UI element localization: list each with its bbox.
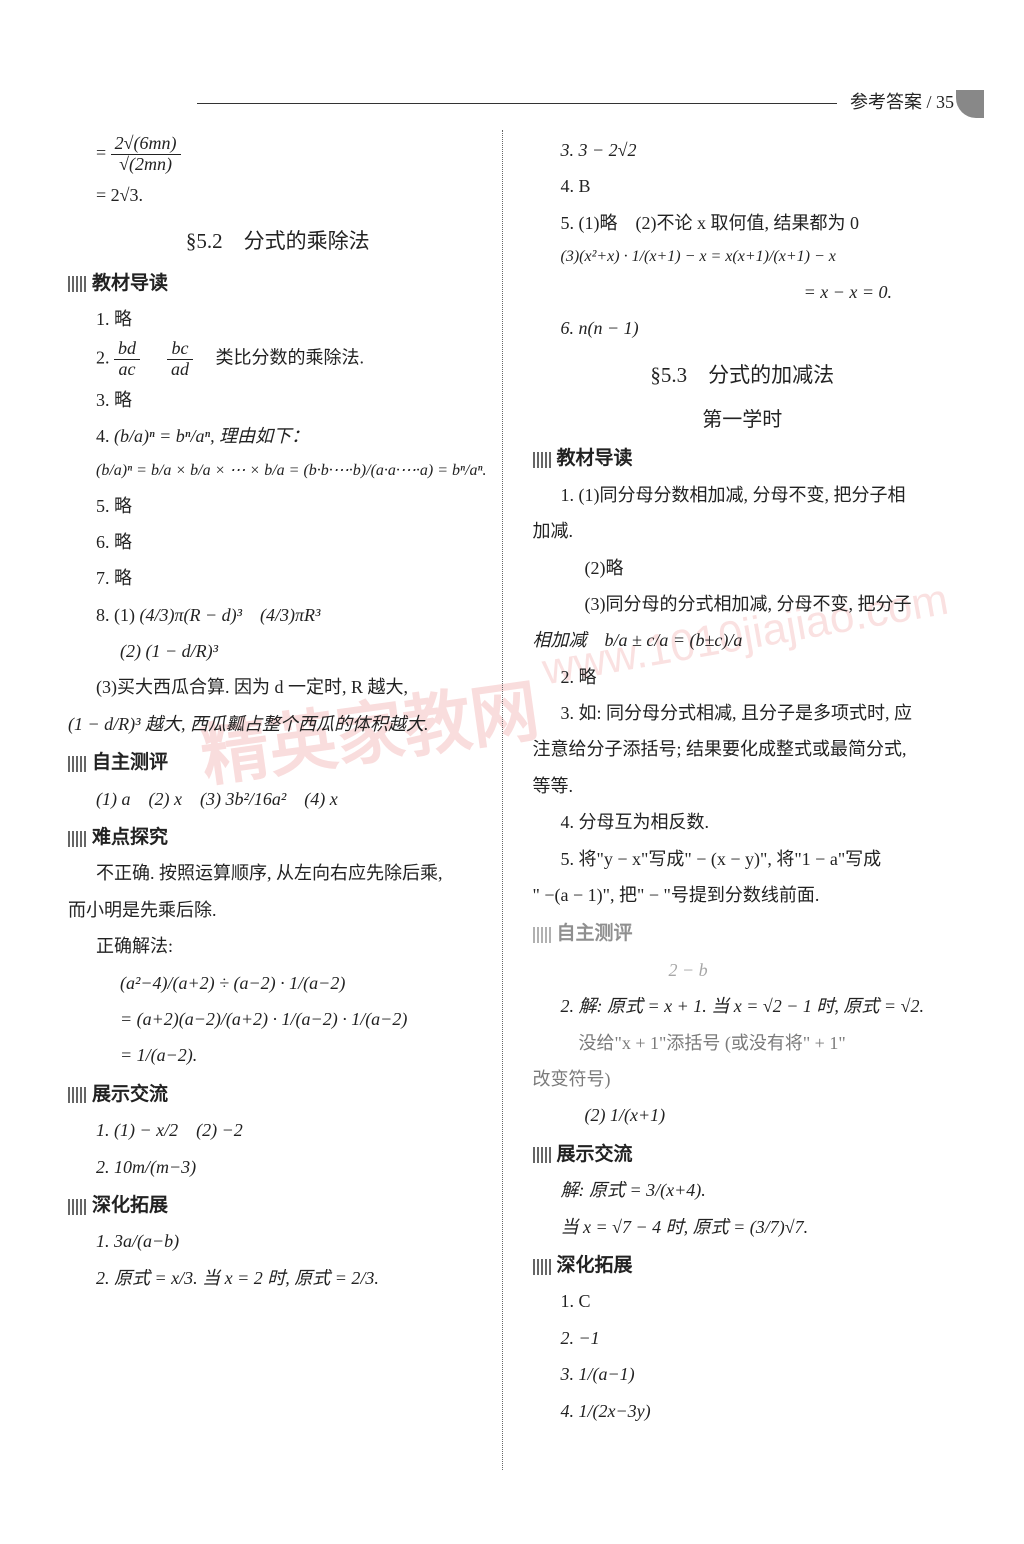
l-item4a: 4. (b/a)ⁿ = bⁿ/aⁿ, 理由如下： [96, 420, 488, 452]
r-zz-blur: 2 − b [561, 954, 953, 986]
eq1-frac: 2√(6mn) √(2mn) [111, 134, 181, 175]
heading-zsjl-l: 展示交流 [68, 1080, 488, 1110]
page-number: 35 [936, 92, 954, 112]
l-item5: 5. 略 [96, 490, 488, 522]
r-i3b: 注意给分子添括号; 结果要化成整式或最简分式, [533, 733, 953, 765]
l-i4-eq: (b/a)ⁿ = bⁿ/aⁿ, 理由如下： [114, 426, 309, 446]
r-5c: = x − x = 0. [561, 276, 953, 308]
f1d: ac [114, 360, 140, 380]
sub-title-1: 第一学时 [533, 404, 953, 436]
l-ndeq1: (a²−4)/(a+2) ÷ (a−2) · 1/(a−2) [120, 967, 488, 999]
r-sh4: 4. 1/(2x−3y) [561, 1395, 953, 1427]
l-item4-line: (b/a)ⁿ = b/a × b/a × ⋯ × b/a = (b·b·⋯·b)… [96, 457, 488, 486]
l-nd1: 不正确. 按照运算顺序, 从左向右应先除后乘, [96, 857, 488, 889]
left-column: = 2√(6mn) √(2mn) = 2√3. §5.2 分式的乘除法 教材导读… [60, 130, 496, 1470]
l-ndeq3: = 1/(a−2). [120, 1039, 488, 1071]
r-zs1: 解: 原式 = 3/(x+4). [561, 1174, 953, 1206]
r-5: 5. (1)略 (2)不论 x 取何值, 结果都为 0 [561, 207, 953, 239]
r-i3a: 3. 如: 同分母分式相减, 且分子是多项式时, 应 [561, 697, 953, 729]
l-i8a-eq: (4/3)π(R − d)³ (4/3)πR³ [140, 605, 321, 625]
header-slash: / [926, 92, 936, 112]
eq1-num: 2√(6mn) [111, 134, 181, 155]
l-i2-f2: bcad [167, 339, 193, 380]
r-i1b: 加减. [533, 515, 953, 547]
eq-line1: = 2√(6mn) √(2mn) [96, 134, 488, 175]
r-i3c: 等等. [533, 770, 953, 802]
content-columns: = 2√(6mn) √(2mn) = 2√3. §5.2 分式的乘除法 教材导读… [60, 130, 960, 1470]
f1n: bd [114, 339, 140, 360]
l-i2-tail: 类比分数的乘除法. [198, 348, 365, 368]
l-i2-label: 2. [96, 348, 114, 368]
heading-shtz-l: 深化拓展 [68, 1191, 488, 1221]
l-sh2: 2. 原式 = x/3. 当 x = 2 时, 原式 = 2/3. [96, 1262, 488, 1294]
r-zz2: 2. 解: 原式 = x + 1. 当 x = √2 − 1 时, 原式 = √… [561, 990, 953, 1022]
l-item1: 1. 略 [96, 303, 488, 335]
r-zs2: 当 x = √7 − 4 时, 原式 = (3/7)√7. [561, 1211, 953, 1243]
right-column: 3. 3 − 2√2 4. B 5. (1)略 (2)不论 x 取何值, 结果都… [509, 130, 961, 1470]
l-zz: (1) a (2) x (3) 3b²/16a² (4) x [96, 783, 488, 815]
r-i5a: 5. 将"y − x"写成" − (x − y)", 将"1 − a"写成 [561, 843, 953, 875]
heading-jcdd-r: 教材导读 [533, 444, 953, 474]
r-i1d: (3)同分母的分式相加减, 分母不变, 把分子 [585, 588, 953, 620]
l-item6: 6. 略 [96, 526, 488, 558]
r-4: 4. B [561, 170, 953, 202]
heading-zzcp-l: 自主测评 [68, 748, 488, 778]
l-sh1: 1. 3a/(a−b) [96, 1225, 488, 1257]
eq-line2: = 2√3. [96, 179, 488, 211]
r-nd-blur: 没给"x + 1"添括号 (或没有将" + 1" [561, 1027, 953, 1059]
r-5b: (3)(x²+x) · 1/(x+1) − x = x(x+1)/(x+1) −… [561, 243, 953, 272]
r-i1a: 1. (1)同分母分数相加减, 分母不变, 把分子相 [561, 479, 953, 511]
f2n: bc [167, 339, 193, 360]
heading-shtz-r: 深化拓展 [533, 1251, 953, 1281]
l-item3: 3. 略 [96, 384, 488, 416]
l-zs2: 2. 10m/(m−3) [96, 1151, 488, 1183]
r-i1c: (2)略 [585, 552, 953, 584]
r-i2: 2. 略 [561, 661, 953, 693]
l-item2: 2. bdac bcad 类比分数的乘除法. [96, 339, 488, 380]
r-i5b: " −(a − 1)", 把" − "号提到分数线前面. [533, 879, 953, 911]
l-i8a-lbl: 8. (1) [96, 605, 140, 625]
heading-zsjl-r: 展示交流 [533, 1140, 953, 1170]
header-label: 参考答案 [850, 92, 922, 112]
l-zs1: 1. (1) − x/2 (2) −2 [96, 1114, 488, 1146]
r-3: 3. 3 − 2√2 [561, 134, 953, 166]
eq1-den: √(2mn) [111, 155, 181, 175]
f2d: ad [167, 360, 193, 380]
eq-prefix: = [96, 142, 111, 162]
r-6: 6. n(n − 1) [561, 312, 953, 344]
r-sh3: 3. 1/(a−1) [561, 1358, 953, 1390]
heading-jcdd-l: 教材导读 [68, 269, 488, 299]
page-header: 参考答案 / 35 [197, 88, 954, 117]
l-i4-label: 4. [96, 426, 114, 446]
r-sh2: 2. −1 [561, 1322, 953, 1354]
l-item8b: (2) (1 − d/R)³ [120, 635, 488, 667]
l-nd2: 而小明是先乘后除. [68, 894, 488, 926]
l-item8c: (3)买大西瓜合算. 因为 d 一定时, R 越大, [96, 671, 488, 703]
corner-decoration [956, 90, 984, 118]
section-5-3-title: §5.3 分式的加减法 [533, 359, 953, 393]
l-item8c2: (1 − d/R)³ 越大, 西瓜瓤占整个西瓜的体积越大. [68, 708, 488, 740]
r-i1e: 相加减 b/a ± c/a = (b±c)/a [533, 624, 953, 656]
l-item7: 7. 略 [96, 562, 488, 594]
l-nd3: 正确解法: [96, 930, 488, 962]
column-divider [502, 130, 503, 1470]
l-item8a: 8. (1) (4/3)π(R − d)³ (4/3)πR³ [96, 599, 488, 631]
heading-ndtj-l: 难点探究 [68, 823, 488, 853]
l-ndeq2: = (a+2)(a−2)/(a+2) · 1/(a−2) · 1/(a−2) [120, 1003, 488, 1035]
r-sh1: 1. C [561, 1285, 953, 1317]
r-nd-blur2: 改变符号) [533, 1063, 953, 1095]
r-i4: 4. 分母互为相反数. [561, 806, 953, 838]
section-5-2-title: §5.2 分式的乘除法 [68, 225, 488, 259]
heading-zzcp-r: 自主测评 [533, 919, 953, 949]
l-i2-f1: bdac [114, 339, 140, 380]
r-nd2: (2) 1/(x+1) [585, 1099, 953, 1131]
